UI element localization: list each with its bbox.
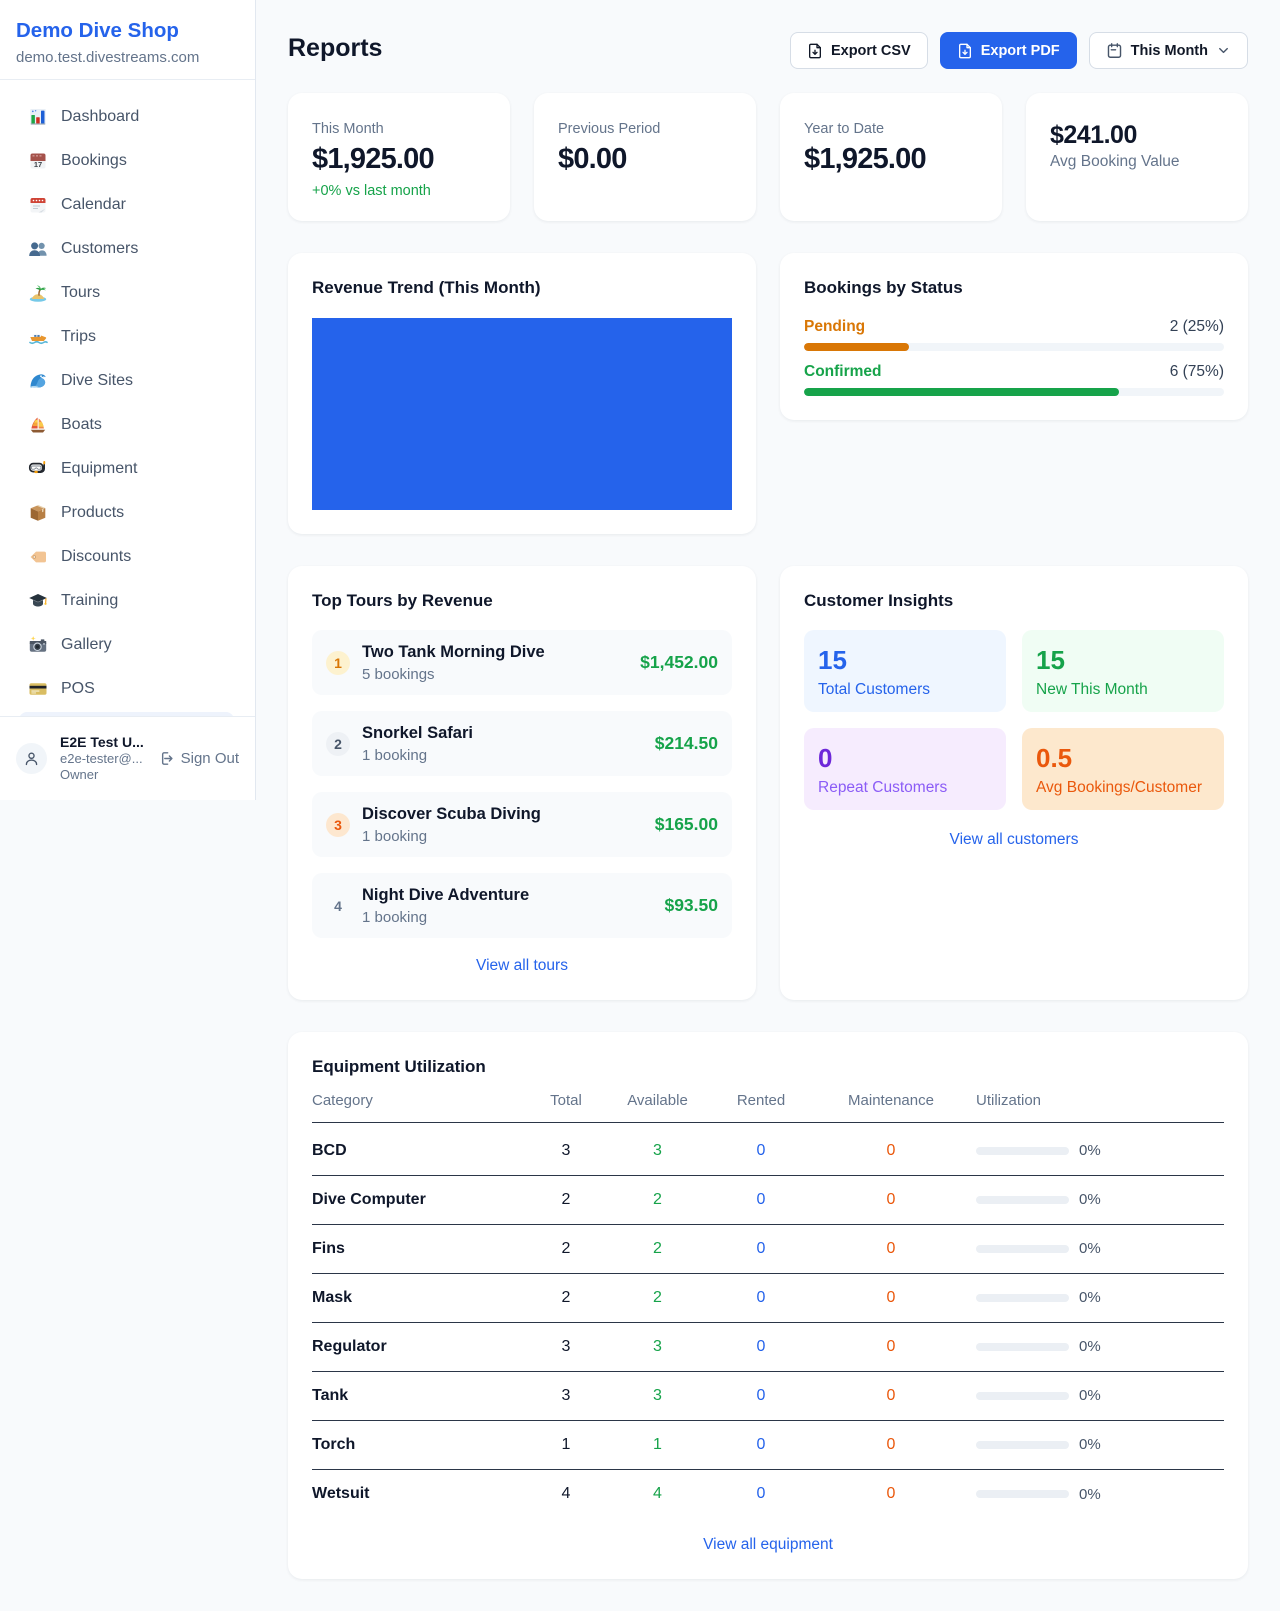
svg-text:17: 17	[34, 160, 42, 169]
